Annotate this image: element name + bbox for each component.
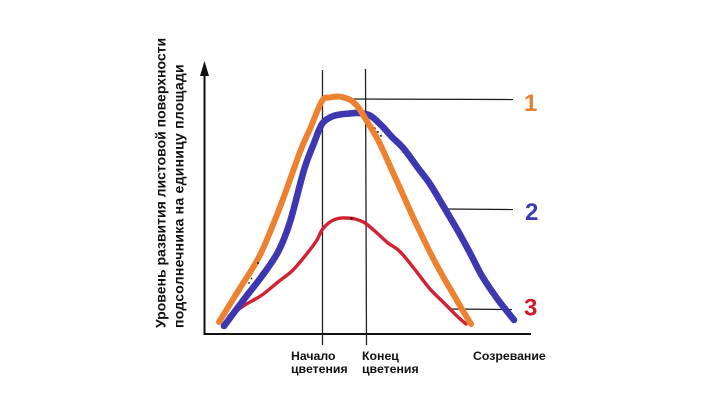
svg-text:подсолнечника на единицу пло: подсолнечника на единицу площади bbox=[171, 64, 187, 328]
svg-text:Уровень развития листовой пове: Уровень развития листовой поверхности bbox=[153, 38, 169, 328]
svg-text:2: 2 bbox=[525, 199, 538, 226]
svg-text:цветения: цветения bbox=[291, 362, 348, 376]
svg-text:цветения: цветения bbox=[362, 362, 419, 376]
svg-text:Конец: Конец bbox=[362, 349, 399, 363]
svg-text:1: 1 bbox=[524, 90, 537, 117]
svg-text:Созревание: Созревание bbox=[473, 349, 546, 363]
svg-text:3: 3 bbox=[524, 295, 537, 322]
svg-text:Начало: Начало bbox=[291, 349, 336, 363]
